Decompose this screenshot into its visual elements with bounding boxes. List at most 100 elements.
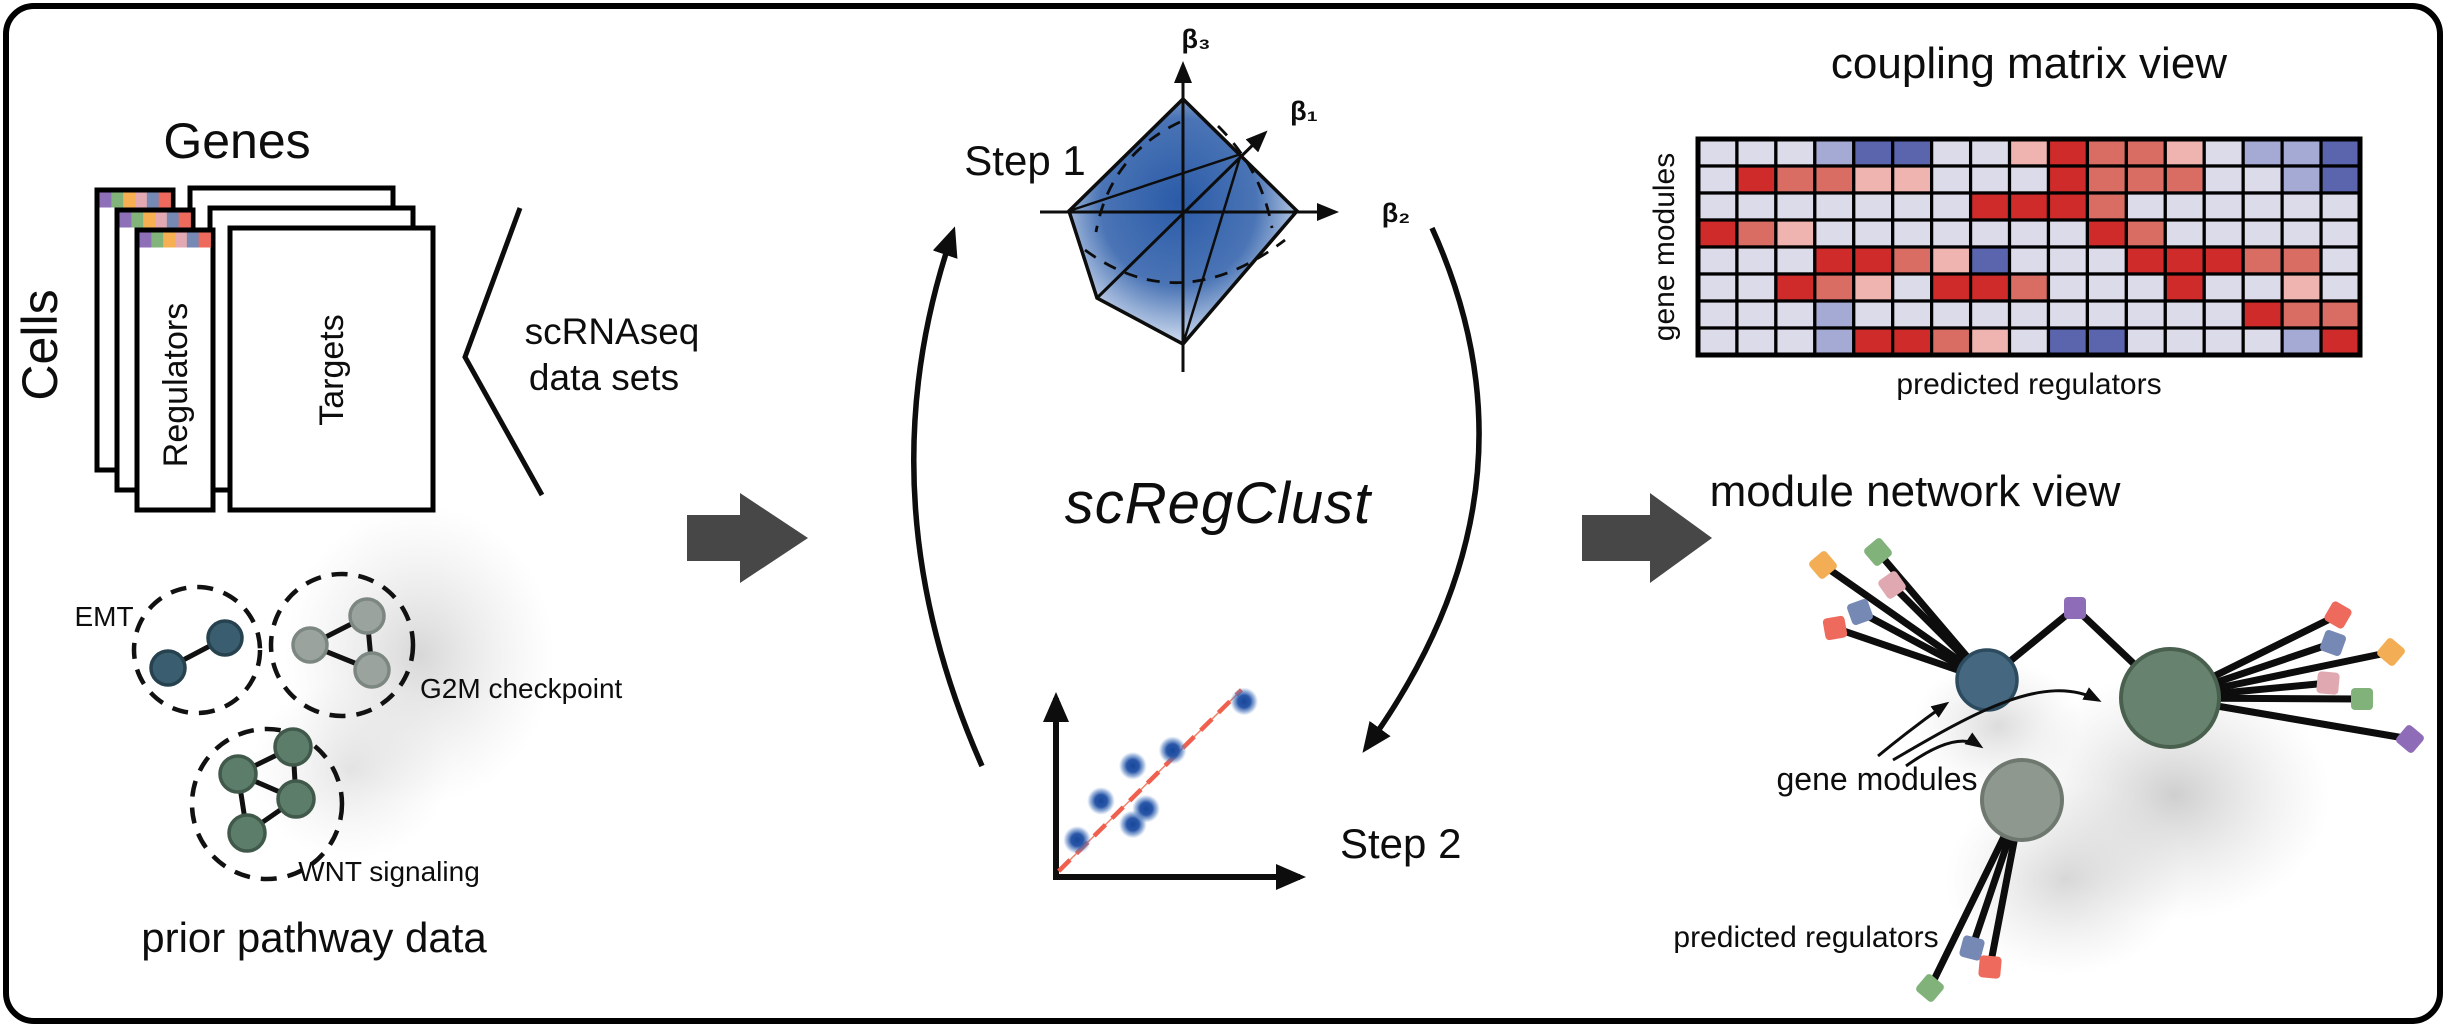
heatmap-cell xyxy=(2124,137,2167,168)
coupling-matrix-heatmap xyxy=(1696,137,2362,357)
heatmap-cell xyxy=(1774,191,1817,222)
heatmap-cell xyxy=(2124,299,2167,330)
annotation-arrow-icon xyxy=(1877,701,1950,758)
heatmap-cell xyxy=(2007,272,2051,303)
regulator-square-green xyxy=(2351,688,2373,710)
heatmap-cell xyxy=(1813,191,1856,222)
heatmap-cell xyxy=(1774,137,1817,168)
pathway-node xyxy=(218,754,258,794)
step2-label: Step 2 xyxy=(1340,820,1461,867)
beta1-label: β₁ xyxy=(1290,96,1318,126)
heatmap-cell xyxy=(2085,299,2128,330)
heatmap-cell xyxy=(2046,218,2090,249)
dataset-bracket xyxy=(462,207,545,497)
regulator-color-strip xyxy=(139,232,211,248)
heatmap-cell xyxy=(2007,164,2051,195)
heatmap-cell xyxy=(1930,191,1973,222)
heatmap-cell xyxy=(2163,191,2206,222)
heatmap-cell xyxy=(1735,272,1778,303)
regulators-matrix-front xyxy=(134,227,216,513)
regression-plot xyxy=(1043,687,1306,890)
input-panel: Genes Cells Regulators Targets scRNAseq … xyxy=(12,113,699,961)
heatmap-cell xyxy=(2319,326,2362,357)
heatmap-cell xyxy=(2007,299,2051,330)
heatmap-cell xyxy=(1930,218,1973,249)
strip-cell xyxy=(119,212,132,228)
heatmap-cell xyxy=(2124,218,2167,249)
strip-cell xyxy=(151,232,164,248)
scatter-dot xyxy=(1087,786,1116,815)
heatmap-cell xyxy=(2280,137,2323,168)
regulator-square-green xyxy=(1864,538,1892,566)
heatmap-cell xyxy=(1813,164,1856,195)
heatmap-cell xyxy=(2085,326,2128,357)
regulator-color-strip xyxy=(119,212,191,228)
cycle-arrow-down-icon xyxy=(1362,226,1482,753)
polytope-internal-edges xyxy=(1068,152,1243,345)
heatmap-cell xyxy=(2241,191,2284,222)
strip-cell xyxy=(143,212,156,228)
regulator-square-red xyxy=(2324,601,2352,629)
heatmap-cell xyxy=(1891,137,1934,168)
module-node-gray xyxy=(1980,758,2064,842)
strip-cell xyxy=(135,192,148,208)
scrnaseq-label-line1: scRNAseq xyxy=(525,311,700,352)
heatmap-cell xyxy=(2046,191,2090,222)
heatmap-cell xyxy=(2202,164,2245,195)
strip-cell xyxy=(166,212,180,228)
heatmap-cell xyxy=(1696,272,1739,303)
strip-cell xyxy=(186,232,200,248)
heatmap-cell xyxy=(1968,164,2012,195)
algorithm-panel: Step 1 β₃ β₁ β₂ scRegClust xyxy=(911,24,1482,890)
output-panel: coupling matrix view gene modules predic… xyxy=(1648,39,2424,1002)
heatmap-cell xyxy=(2124,245,2167,276)
regulator-square-pink xyxy=(1878,571,1906,599)
heatmap-cell xyxy=(1852,218,1895,249)
heatmap-cell xyxy=(1852,164,1895,195)
pathway-circle-wnt xyxy=(189,726,345,882)
heatmap-cell xyxy=(2046,245,2090,276)
heatmap-cell xyxy=(2280,245,2323,276)
genes-axis-label: Genes xyxy=(163,113,310,169)
pathway-circle-emt xyxy=(131,584,263,716)
heatmap-cell xyxy=(2241,272,2284,303)
strip-cell xyxy=(123,192,136,208)
pathway-shadow xyxy=(250,680,450,860)
heatmap-cell xyxy=(1930,164,1973,195)
cells-axis-label: Cells xyxy=(12,289,68,400)
pathway-nodes xyxy=(291,597,391,689)
heatmap-cell xyxy=(2319,164,2362,195)
heatmap-cell xyxy=(2007,218,2051,249)
regulator-square-orange xyxy=(1809,551,1837,579)
heatmap-cell xyxy=(1852,299,1895,330)
heatmap-cell xyxy=(2163,272,2206,303)
heatmap-cell xyxy=(2280,272,2323,303)
heatmap-cell xyxy=(1774,218,1817,249)
heatmap-cell xyxy=(1930,137,1973,168)
heatmap-cell xyxy=(1774,245,1817,276)
step1-label: Step 1 xyxy=(964,137,1085,184)
heatmap-cell xyxy=(2202,326,2245,357)
heatmap-cell xyxy=(1696,191,1739,222)
regulator-square-blue xyxy=(1847,599,1873,625)
heatmap-cell xyxy=(1930,299,1973,330)
heatmap-cell xyxy=(2124,164,2167,195)
scatter-dot xyxy=(1158,736,1187,765)
annotation-arrow-icon xyxy=(1892,687,2102,762)
heatmap-cell xyxy=(2124,191,2167,222)
pathway-circle-g2m xyxy=(268,571,416,719)
strip-cell xyxy=(155,212,168,228)
heatmap-cell xyxy=(2280,191,2323,222)
pathway-node xyxy=(206,619,244,657)
heatmap-cell xyxy=(1735,218,1778,249)
heatmap-cell xyxy=(1852,272,1895,303)
heatmap-cell xyxy=(2085,272,2128,303)
regulator-square-red xyxy=(1978,955,2002,979)
heatmap-cell xyxy=(2202,245,2245,276)
scatter-dot xyxy=(1230,687,1259,716)
heatmap-cell xyxy=(2280,218,2323,249)
heatmap-cell xyxy=(1735,137,1778,168)
heatmap-cell xyxy=(2241,326,2284,357)
heatmap-cell xyxy=(1696,137,1739,168)
heatmap-cell xyxy=(2046,137,2090,168)
